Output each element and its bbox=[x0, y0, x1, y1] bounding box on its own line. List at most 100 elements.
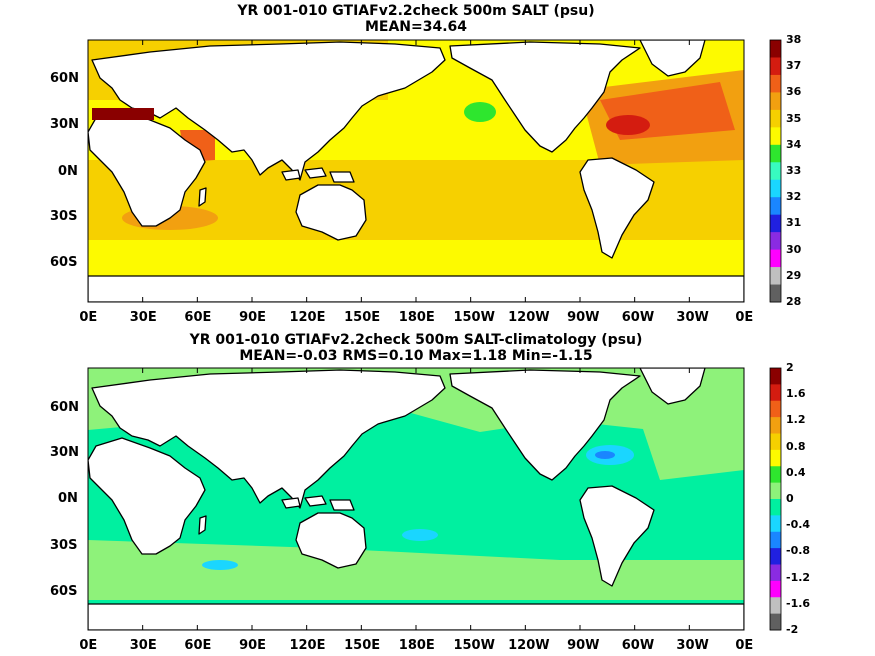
colorbar-swatch bbox=[770, 214, 781, 233]
top-lon-label-4: 120E bbox=[289, 310, 326, 325]
colorbar-swatch bbox=[770, 179, 781, 198]
colorbar-label: -1.2 bbox=[786, 570, 811, 584]
colorbar-swatch bbox=[770, 466, 781, 484]
top-panel-title: YR 001-010 GTIAFv2.2check 500m SALT (psu… bbox=[88, 3, 744, 35]
bottom-lon-label-9: 90W bbox=[567, 638, 600, 653]
bottom-lon-label-1: 30E bbox=[129, 638, 157, 653]
bottom-lon-label-2: 60E bbox=[184, 638, 212, 653]
colorbar-swatch bbox=[770, 515, 781, 533]
top-lon-label-10: 60W bbox=[621, 310, 655, 325]
top-lon-label-2: 60E bbox=[184, 310, 212, 325]
colorbar-swatch bbox=[770, 384, 781, 402]
top-lat-label-30s: 30S bbox=[50, 209, 78, 224]
bottom-lon-label-3: 90E bbox=[239, 638, 267, 653]
colorbar-label: 2 bbox=[786, 361, 794, 374]
colorbar-label: 31 bbox=[786, 216, 802, 230]
colorbar-swatch bbox=[770, 433, 781, 451]
colorbar-label: -2 bbox=[786, 623, 799, 636]
bottom-lat-label-30s: 30S bbox=[50, 538, 78, 553]
bottom-lon-label-0: 0E bbox=[79, 638, 98, 653]
colorbar-swatch bbox=[770, 417, 781, 434]
top-lat-label-0n: 0N bbox=[58, 164, 78, 179]
top-panel-title-line2: MEAN=34.64 bbox=[364, 19, 468, 35]
colorbar-swatch bbox=[770, 162, 781, 181]
bottom-panel-title-line1: YR 001-010 GTIAFv2.2check 500m SALT-clim… bbox=[189, 332, 643, 348]
top-panel-title-line1: YR 001-010 GTIAFv2.2check 500m SALT (psu… bbox=[237, 3, 595, 19]
colorbar-label: 1.2 bbox=[786, 413, 806, 427]
bottom-panel-title-line2: MEAN=-0.03 RMS=0.10 Max=1.18 Min=-1.15 bbox=[239, 348, 593, 364]
bottom-lat-label-60s: 60S bbox=[50, 584, 78, 599]
colorbar-label: 0 bbox=[786, 492, 794, 505]
colorbar-swatch bbox=[770, 597, 781, 615]
top-salinity-map bbox=[88, 40, 744, 302]
colorbar-label: 32 bbox=[786, 190, 802, 204]
colorbar-label: 35 bbox=[786, 111, 802, 125]
colorbar-label: -0.8 bbox=[786, 544, 811, 558]
top-lon-label-6: 180E bbox=[398, 310, 435, 325]
colorbar-swatch bbox=[770, 564, 781, 582]
colorbar-frame bbox=[769, 39, 782, 303]
colorbar-swatch bbox=[770, 92, 781, 111]
bottom-lon-label-10: 60W bbox=[621, 638, 655, 653]
bottom-lon-label-11: 30W bbox=[676, 638, 709, 653]
bottom-lat-label-60n: 60N bbox=[50, 400, 79, 415]
colorbar-swatch bbox=[770, 197, 781, 216]
top-lon-label-9: 90W bbox=[567, 310, 600, 325]
bottom-lat-label-0n: 0N bbox=[58, 491, 78, 506]
top-lon-label-3: 90E bbox=[239, 310, 267, 325]
colorbar-label: 34 bbox=[786, 137, 802, 151]
bottom-lat-label-30n: 30N bbox=[50, 445, 79, 460]
colorbar-label: 30 bbox=[786, 242, 802, 256]
bottom-lon-label-4: 120E bbox=[289, 638, 326, 653]
colorbar-label: 36 bbox=[786, 85, 802, 99]
top-lon-label-11: 30W bbox=[676, 310, 709, 325]
colorbar-swatch bbox=[770, 580, 781, 598]
colorbar-label: 1.6 bbox=[786, 387, 806, 401]
colorbar-swatch bbox=[770, 40, 781, 58]
top-lon-label-8: 120W bbox=[508, 310, 550, 325]
top-lat-label-60n: 60N bbox=[50, 71, 79, 86]
colorbar-swatch bbox=[770, 368, 781, 385]
colorbar-swatch bbox=[770, 249, 781, 268]
colorbar-swatch bbox=[770, 267, 781, 286]
bottom-colorbar bbox=[769, 367, 782, 631]
colorbar-label: 33 bbox=[786, 164, 802, 177]
bottom-lon-label-6: 180E bbox=[398, 638, 435, 653]
colorbar-swatch bbox=[770, 400, 781, 418]
colorbar-swatch bbox=[770, 548, 781, 565]
top-lon-label-5: 150E bbox=[344, 310, 381, 325]
bottom-lon-label-7: 150W bbox=[453, 638, 495, 653]
colorbar-label: 0.4 bbox=[786, 465, 806, 479]
bottom-lon-label-8: 120W bbox=[508, 638, 550, 653]
colorbar-swatch bbox=[770, 531, 781, 549]
colorbar-swatch bbox=[770, 499, 781, 516]
colorbar-label: -0.4 bbox=[786, 518, 811, 532]
colorbar-label: 29 bbox=[786, 268, 802, 282]
colorbar-swatch bbox=[770, 57, 781, 76]
top-colorbar bbox=[769, 39, 782, 303]
colorbar-label: 0.8 bbox=[786, 439, 806, 453]
top-lon-label-7: 150W bbox=[453, 310, 495, 325]
colorbar-label: -1.6 bbox=[786, 596, 811, 610]
colorbar-swatch bbox=[770, 74, 781, 93]
colorbar-frame bbox=[769, 367, 782, 631]
colorbar-swatch bbox=[770, 109, 781, 128]
colorbar-swatch bbox=[770, 449, 781, 467]
colorbar-label: 37 bbox=[786, 59, 802, 73]
top-lat-label-60s: 60S bbox=[50, 255, 78, 270]
bottom-lon-label-12: 0E bbox=[735, 638, 754, 653]
colorbar-swatch bbox=[770, 144, 781, 163]
colorbar-swatch bbox=[770, 284, 781, 303]
top-lon-label-12: 0E bbox=[735, 310, 754, 325]
colorbar-label: 38 bbox=[786, 33, 802, 46]
top-lon-label-0: 0E bbox=[79, 310, 98, 325]
bottom-lon-label-5: 150E bbox=[344, 638, 381, 653]
colorbar-swatch bbox=[770, 232, 781, 251]
colorbar-label: 28 bbox=[786, 295, 802, 308]
top-lat-label-30n: 30N bbox=[50, 117, 79, 132]
colorbar-swatch bbox=[770, 127, 781, 146]
colorbar-swatch bbox=[770, 613, 781, 631]
bottom-anomaly-map bbox=[88, 368, 744, 630]
colorbar-swatch bbox=[770, 482, 781, 500]
